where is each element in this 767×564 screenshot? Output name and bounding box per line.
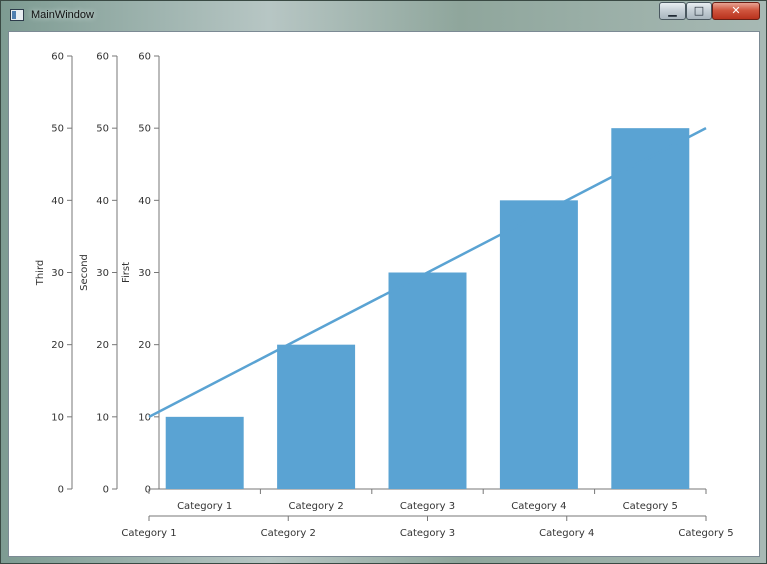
y-axis-tick-label: 20 — [51, 340, 64, 351]
y-axis-tick-label: 40 — [138, 196, 151, 207]
close-button[interactable]: ✕ — [712, 2, 760, 20]
close-icon: ✕ — [731, 4, 741, 17]
x-axis-tick-label: Category 4 — [511, 501, 566, 512]
bar — [611, 128, 690, 489]
y-axis-tick-label: 60 — [138, 52, 151, 63]
maximize-button[interactable]: □ — [686, 2, 712, 20]
y-axis-tick-label: 20 — [96, 340, 109, 351]
x-axis-tick-label: Category 5 — [623, 501, 678, 512]
minimize-button[interactable]: ▁ — [659, 2, 686, 20]
x-axis-tick-label: Category 3 — [400, 501, 455, 512]
x-axis-tick-label: Category 1 — [177, 501, 232, 512]
y-axis-tick-label: 60 — [96, 52, 109, 63]
y-axis-tick-label: 0 — [145, 485, 151, 496]
client-area: 0 10 20 30 40 50 60 Third 0 10 20 30 40 50 60 Second 0 10… — [8, 31, 760, 557]
y-axis-tick-label: 30 — [51, 268, 64, 279]
window-title: MainWindow — [31, 9, 94, 21]
bar — [277, 344, 356, 489]
y-axis-tick-label: 50 — [138, 124, 151, 135]
x-axis-secondary-tick-label: Category 4 — [539, 528, 594, 539]
y-axis-tick-label: 40 — [96, 196, 109, 207]
series-line — [148, 127, 707, 418]
x-axis-secondary-tick-label: Category 3 — [400, 528, 455, 539]
y-axis-tick-label: 10 — [96, 412, 109, 423]
y-axis-tick-label: 30 — [96, 268, 109, 279]
maximize-icon: □ — [693, 4, 705, 17]
y-axis-tick-label: 0 — [58, 485, 64, 496]
title-bar[interactable]: MainWindow ▁ □ ✕ — [1, 1, 766, 31]
y-axis-title: Third — [35, 260, 46, 287]
minimize-icon: ▁ — [668, 4, 677, 17]
y-axis-tick-label: 10 — [51, 412, 64, 423]
x-axis-secondary-tick-label: Category 2 — [261, 528, 316, 539]
bar — [499, 200, 578, 490]
y-axis-tick-label: 30 — [138, 268, 151, 279]
x-axis-secondary-tick-label: Category 1 — [121, 528, 176, 539]
y-axis-tick-label: 10 — [138, 412, 151, 423]
bar — [388, 272, 467, 489]
y-axis-tick-label: 40 — [51, 196, 64, 207]
app-icon[interactable] — [10, 9, 24, 21]
y-axis-title: First — [121, 262, 132, 283]
y-axis-tick-label: 50 — [51, 124, 64, 135]
y-axis-tick-label: 20 — [138, 340, 151, 351]
bar — [165, 416, 244, 489]
chart: 0 10 20 30 40 50 60 Third 0 10 20 30 40 50 60 Second 0 10… — [35, 52, 734, 540]
y-axis-title: Second — [79, 254, 90, 291]
y-axis-tick-label: 60 — [51, 52, 64, 63]
x-axis-secondary-tick-label: Category 5 — [678, 528, 733, 539]
y-axis-tick-label: 50 — [96, 124, 109, 135]
y-axis-tick-label: 0 — [103, 485, 109, 496]
x-axis-tick-label: Category 2 — [288, 501, 343, 512]
